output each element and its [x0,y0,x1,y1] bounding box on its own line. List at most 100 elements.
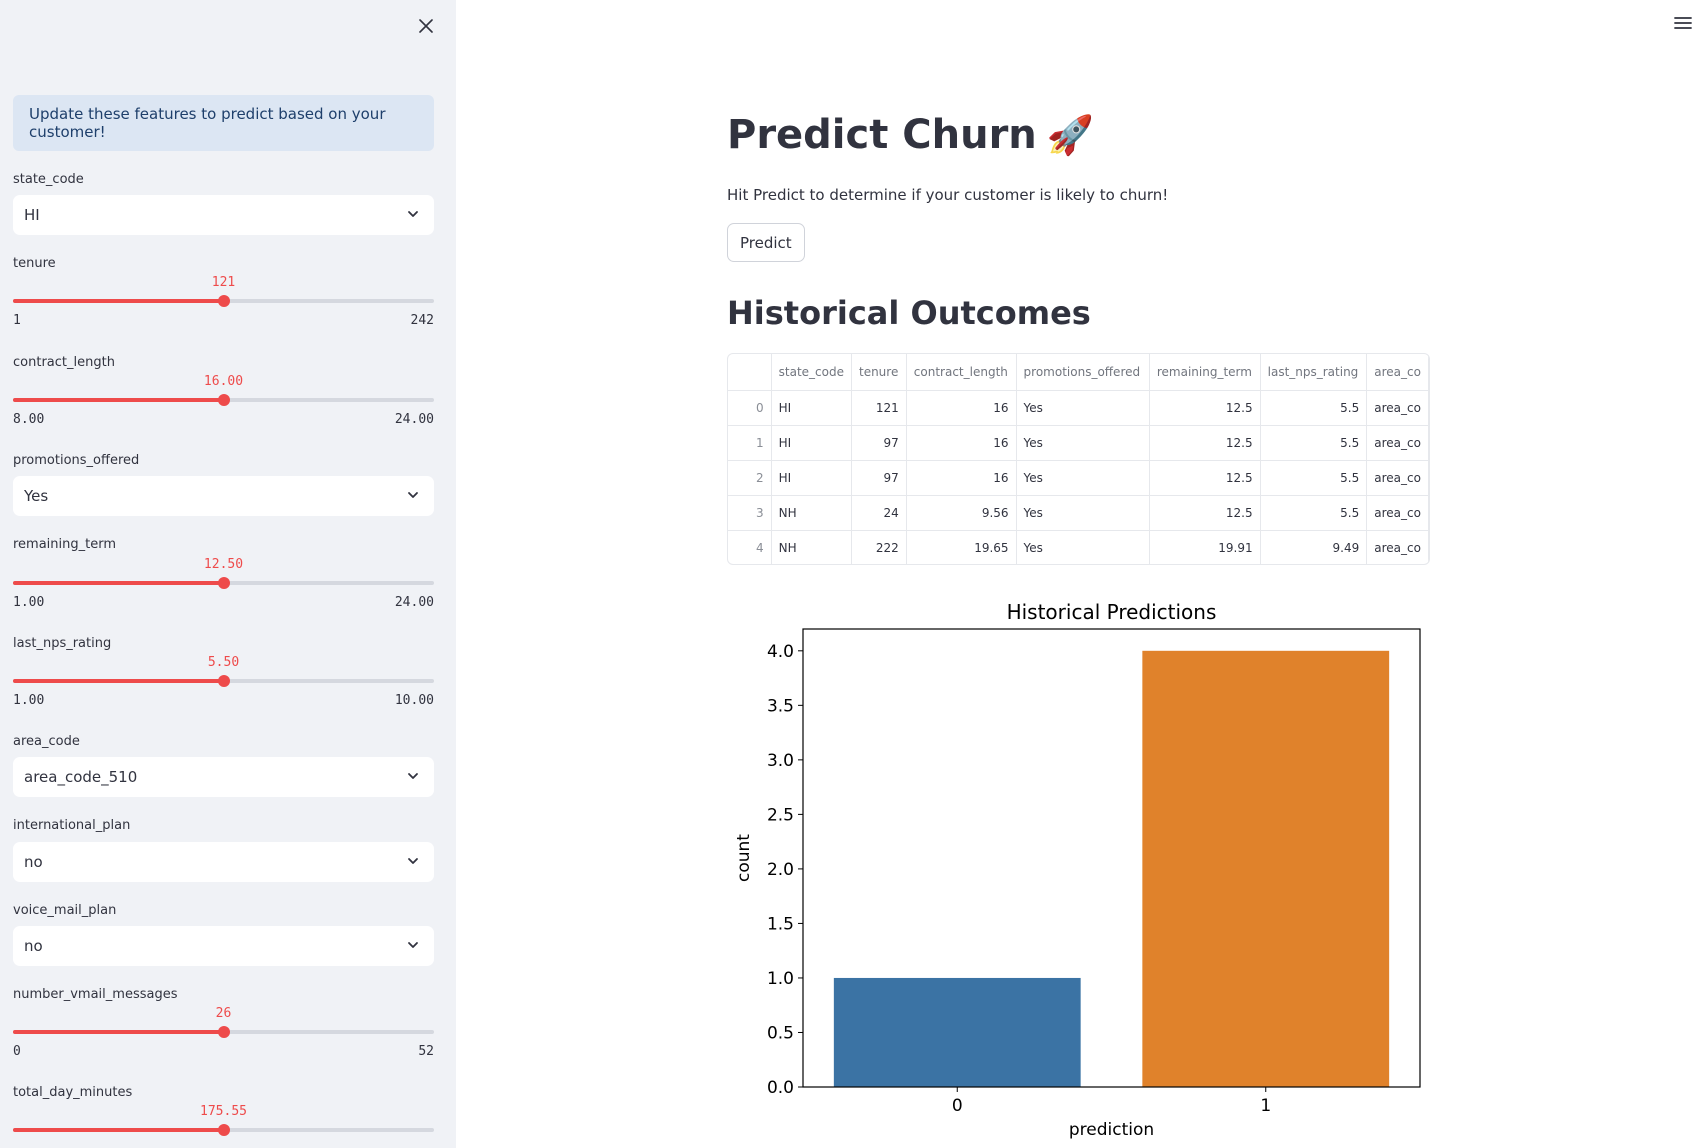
table-cell: 16 [906,425,1017,461]
main-menu-button[interactable] [1672,12,1694,34]
international-plan-value: no [24,853,43,871]
table-cell: 97 [851,460,907,496]
last-nps-rating-min: 1.00 [13,693,45,708]
table-column-header[interactable]: remaining_term [1149,354,1261,391]
y-tick-label: 0.5 [767,1023,794,1043]
table-column-header[interactable]: tenure [851,354,907,391]
table-cell: NH [771,495,852,531]
close-sidebar-button[interactable] [412,12,440,40]
number-vmail-messages-slider-thumb[interactable] [217,1026,230,1038]
tenure-slider-thumb[interactable] [217,295,230,307]
chevron-down-icon [408,773,418,779]
predict-button[interactable]: Predict [727,223,805,262]
state-code-select[interactable]: HI [13,195,434,235]
number-vmail-messages-value: 26 [215,1006,232,1021]
chevron-down-icon [408,492,418,498]
table-cell: 19.65 [906,530,1017,564]
table-cell: Yes [1016,460,1150,496]
table-row[interactable]: 2 HI 97 16 Yes 12.5 5.5 area_co [728,460,1429,496]
total-day-minutes-slider-thumb[interactable] [217,1124,230,1136]
tenure-slider[interactable]: 121 1 242 [13,273,434,328]
table-index-header[interactable] [728,354,772,391]
voice-mail-plan-label: voice_mail_plan [13,903,117,918]
table-row[interactable]: 4 NH 222 19.65 Yes 19.91 9.49 area_co [728,530,1429,564]
historical-outcomes-table[interactable]: state_code tenure contract_length promotion… [727,353,1430,565]
y-tick-label: 1.5 [767,914,794,934]
number-vmail-messages-min: 0 [13,1044,21,1059]
total-day-minutes-slider[interactable]: 175.55 [13,1102,434,1148]
tenure-min: 1 [13,313,21,328]
page-subtitle: Hit Predict to determine if your custome… [727,186,1169,204]
contract-length-min: 8.00 [13,412,45,427]
last-nps-rating-label: last_nps_rating [13,636,112,651]
chevron-down-icon [408,858,418,864]
tenure-value: 121 [211,275,236,290]
x-tick-label: 0 [952,1096,963,1116]
table-body: 0 HI 121 16 Yes 12.5 5.5 area_co 1 HI 97 16 Yes 12.5 5… [728,390,1429,564]
page-title: Predict Churn 🚀 [727,112,1094,158]
plot-frame [802,628,1421,1088]
remaining-term-max: 24.00 [394,595,434,610]
y-tick-label: 0.0 [767,1078,794,1098]
area-code-value: area_code_510 [24,768,138,786]
table-cell: 16 [906,460,1017,496]
international-plan-select[interactable]: no [13,842,434,882]
table-cell: 5.5 [1260,495,1368,531]
table-cell: area_co [1366,530,1429,564]
contract-length-slider[interactable]: 16.00 8.00 24.00 [13,372,434,427]
table-cell: Yes [1016,390,1150,426]
table-cell: 24 [851,495,907,531]
table-cell: 12.5 [1149,460,1261,496]
table-cell: Yes [1016,530,1150,564]
voice-mail-plan-value: no [24,937,43,955]
table-cell: area_co [1366,460,1429,496]
table-row-index: 4 [728,530,772,564]
table-column-header[interactable]: promotions_offered [1016,354,1150,391]
table-cell: 5.5 [1260,425,1368,461]
sidebar: Update these features to predict based o… [0,0,456,1148]
number-vmail-messages-max: 52 [418,1044,434,1059]
contract-length-label: contract_length [13,355,115,370]
last-nps-rating-slider-thumb[interactable] [217,675,230,687]
table-cell: HI [771,460,852,496]
table-cell: 121 [851,390,907,426]
total-day-minutes-value: 175.55 [200,1104,247,1119]
voice-mail-plan-select[interactable]: no [13,926,434,966]
y-tick-label: 3.0 [767,751,794,771]
table-row[interactable]: 3 NH 24 9.56 Yes 12.5 5.5 area_co [728,495,1429,531]
last-nps-rating-slider[interactable]: 5.50 1.00 10.00 [13,653,434,708]
table-cell: 97 [851,425,907,461]
promotions-offered-value: Yes [24,487,49,505]
remaining-term-slider[interactable]: 12.50 1.00 24.00 [13,555,434,610]
table-column-header[interactable]: state_code [771,354,852,391]
area-code-select[interactable]: area_code_510 [13,757,434,797]
total-day-minutes-label: total_day_minutes [13,1085,133,1100]
table-header-row: state_code tenure contract_length promotion… [728,354,1429,391]
remaining-term-min: 1.00 [13,595,45,610]
table-cell: 12.5 [1149,425,1261,461]
remaining-term-slider-thumb[interactable] [217,577,230,589]
table-column-header[interactable]: last_nps_rating [1260,354,1368,391]
y-tick-label: 3.5 [767,696,794,716]
table-cell: 12.5 [1149,495,1261,531]
table-column-header[interactable]: contract_length [906,354,1017,391]
number-vmail-messages-slider[interactable]: 26 0 52 [13,1004,434,1059]
remaining-term-label: remaining_term [13,537,117,552]
promotions-offered-select[interactable]: Yes [13,476,434,516]
table-cell: HI [771,425,852,461]
table-cell: 9.56 [906,495,1017,531]
table-column-header[interactable]: area_co [1366,354,1429,391]
hamburger-menu-icon [1674,17,1692,29]
table-cell: area_co [1366,495,1429,531]
table-cell: 5.5 [1260,390,1368,426]
state-code-label: state_code [13,172,84,187]
table-row[interactable]: 0 HI 121 16 Yes 12.5 5.5 area_co [728,390,1429,426]
table-cell: area_co [1366,390,1429,426]
chevron-down-icon [408,942,418,948]
table-cell: NH [771,530,852,564]
last-nps-rating-max: 10.00 [394,693,434,708]
contract-length-slider-thumb[interactable] [217,394,230,406]
table-row[interactable]: 1 HI 97 16 Yes 12.5 5.5 area_co [728,425,1429,461]
bar-1 [1142,650,1390,1087]
